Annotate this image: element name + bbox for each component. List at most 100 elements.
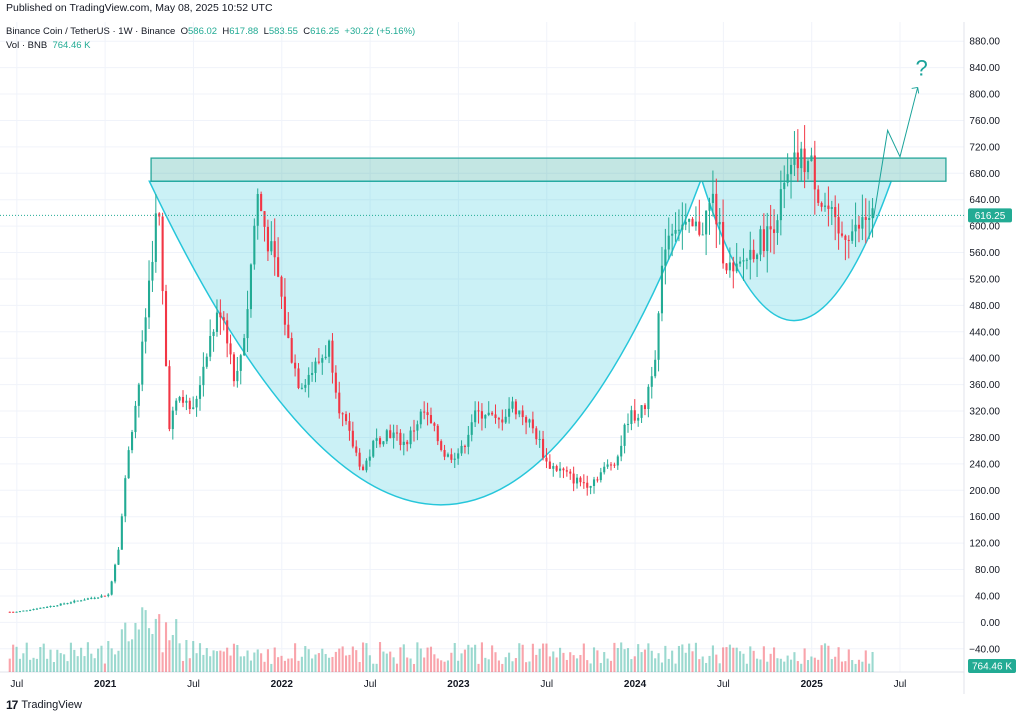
candle-body [820,202,823,207]
volume-bar [851,660,854,672]
candle-body [582,482,585,484]
candle-body [725,263,728,271]
chart-svg[interactable]: ? 880.00 840.00 800.00 760.00 720.00 680.00 64… [0,22,1024,694]
volume-bar [501,663,504,672]
volume-bar [283,660,286,672]
candles [0,125,964,613]
volume-bar [694,642,697,672]
candle-body [287,324,290,339]
candle-body [457,453,460,459]
volume-bar [711,645,714,672]
candle-body [470,422,473,435]
candle-body [134,405,137,433]
volume-bar [83,656,86,672]
volume-bar [613,642,616,672]
last-price-label: 616.25 [975,211,1006,222]
candle-body [609,464,613,466]
volume-bar [392,657,395,672]
volume-bar [399,647,402,672]
last-price-badge [968,208,1012,223]
volume-bar [389,651,392,672]
time-tick-label: 2024 [624,679,647,690]
volume-bar [195,653,198,672]
volume-bar [358,662,361,672]
volume-bar [93,658,96,672]
volume-bar [18,658,22,672]
candle-body [857,224,861,229]
candle-body [42,607,45,609]
volume-bar [596,650,599,672]
volume-bar [708,655,711,672]
volume-bar [158,614,161,672]
volume-bar [107,641,110,672]
open-value: 586.02 [188,26,218,37]
volume-bar [39,646,42,672]
candle-body [769,226,772,230]
candle-body [548,461,551,469]
resistance-zone [150,157,947,182]
volume-bar [494,652,497,672]
volume-bar [545,643,548,672]
candle-body [477,410,480,412]
volume-bar [29,659,32,672]
candle-body [205,356,208,367]
volume-bar [535,654,538,672]
volume-bar [317,653,320,672]
price-chart[interactable]: ? 880.00 840.00 800.00 760.00 720.00 680.00 64… [0,22,1024,694]
volume-bar [592,647,596,672]
candle-body [246,309,249,339]
candle-body [171,410,174,430]
volume-bar [304,646,307,672]
candle-body [708,202,711,211]
tradingview-brand: TradingView [21,699,82,711]
tradingview-logo-icon: 17 [6,698,18,712]
volume-bar [134,622,137,672]
volume-bar [215,651,219,672]
volume-bar [205,648,208,672]
volume-bar [294,643,297,672]
candle-body [474,410,477,423]
candle-body [328,340,331,357]
candle-body [164,291,168,367]
time-tick-label: Jul [364,679,377,690]
question-mark: ? [916,55,928,80]
volume-bar [701,656,704,672]
close-value: 616.25 [310,26,340,37]
volume-bar [243,656,246,672]
volume-bar [168,640,171,672]
candle-body [147,280,151,318]
candle-body [528,419,531,423]
price-tick-label: 680.00 [969,169,1000,180]
candle-body [141,341,144,385]
time-tick-label: 2023 [447,679,470,690]
candle-body [844,235,847,240]
volume-bar [871,651,874,672]
candle-body [219,312,222,318]
candle-body [616,456,619,466]
volume-bar [460,653,463,672]
candle-body [277,257,280,277]
volume-bar [219,650,222,672]
volume-bar [769,653,772,672]
candle-body [773,229,776,233]
candle-body [575,477,579,484]
candle-body [494,414,497,419]
volume-bar [22,653,25,672]
candle-body [620,445,623,457]
tradingview-footer[interactable]: 17 TradingView [6,698,82,712]
published-note: Published on TradingView.com, May 08, 20… [6,2,273,14]
volume-bar [181,660,185,672]
volume-bar [52,662,55,672]
time-tick-label: Jul [717,679,730,690]
candle-body [674,229,677,234]
volume-bar [603,652,606,672]
candle-body [345,414,348,422]
candle-body [22,610,25,612]
volume-bar [810,656,813,672]
candle-body [406,441,409,445]
resistance-zone-rect [150,157,947,182]
volume-bar [144,610,147,672]
volume-bar [643,649,647,672]
candle-body [521,410,524,418]
candle-body [545,457,548,462]
